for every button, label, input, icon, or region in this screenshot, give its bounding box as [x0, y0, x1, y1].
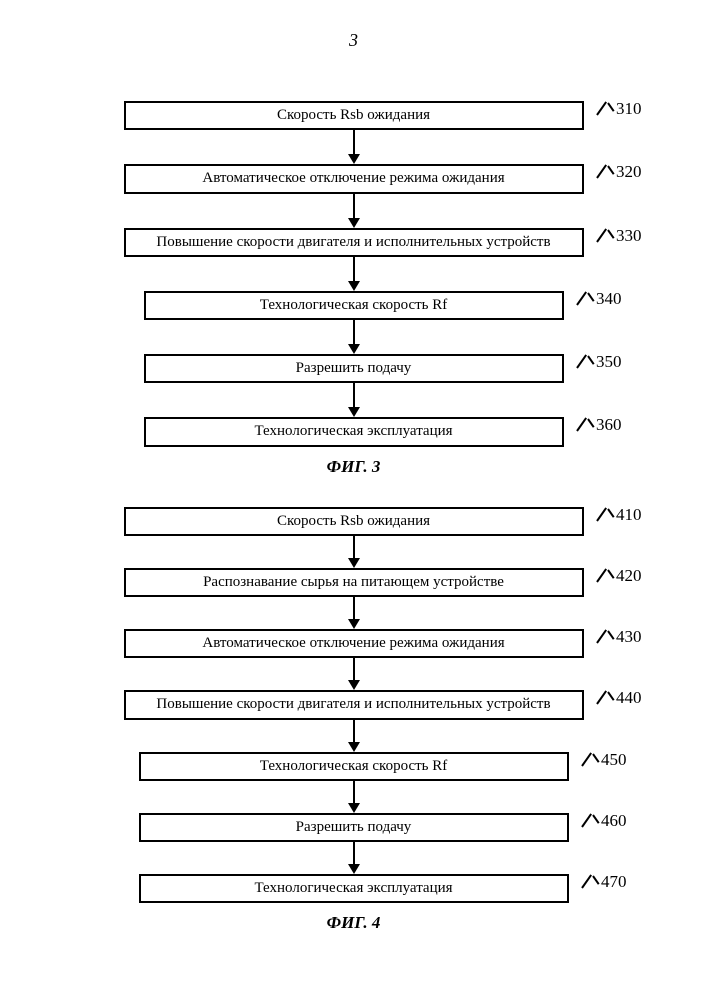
ref-label: 460 [583, 811, 627, 831]
arrow-down-icon [74, 597, 634, 629]
ref-number: 470 [601, 872, 627, 891]
ref-number: 350 [596, 352, 622, 371]
leader-line-icon [578, 357, 592, 369]
arrow-down-icon [74, 383, 634, 417]
leader-line-icon [598, 104, 612, 116]
arrow-down-icon [74, 130, 634, 164]
ref-label: 310 [598, 99, 642, 119]
flow-box: Разрешить подачу [144, 354, 564, 383]
leader-line-icon [598, 571, 612, 583]
leader-line-icon [598, 167, 612, 179]
leader-line-icon [578, 420, 592, 432]
leader-line-icon [578, 294, 592, 306]
ref-number: 320 [616, 162, 642, 181]
ref-label: 320 [598, 162, 642, 182]
leader-line-icon [598, 510, 612, 522]
flow-step: Распознавание сырья на питающем устройст… [74, 568, 634, 597]
flow-step: Скорость Rsb ожидания410 [74, 507, 634, 536]
flow-step: Автоматическое отключение режима ожидани… [74, 629, 634, 658]
arrow-down-icon [74, 720, 634, 752]
ref-label: 440 [598, 688, 642, 708]
ref-label: 430 [598, 627, 642, 647]
flow-box: Автоматическое отключение режима ожидани… [124, 629, 584, 658]
leader-line-icon [598, 632, 612, 644]
flow-box: Технологическая эксплуатация [139, 874, 569, 903]
flow-box: Повышение скорости двигателя и исполните… [124, 228, 584, 257]
flow-step: Скорость Rsb ожидания310 [74, 101, 634, 130]
flow-box: Повышение скорости двигателя и исполните… [124, 690, 584, 719]
ref-number: 340 [596, 289, 622, 308]
flowchart-fig3: Скорость Rsb ожидания310 Автоматическое о… [74, 101, 634, 447]
ref-number: 430 [616, 627, 642, 646]
flow-step: Технологическая эксплуатация 360 [74, 417, 634, 446]
caption-fig3: ФИГ. 3 [0, 457, 707, 477]
caption-fig4: ФИГ. 4 [0, 913, 707, 933]
ref-label: 340 [578, 289, 622, 309]
ref-label: 470 [583, 872, 627, 892]
ref-number: 440 [616, 688, 642, 707]
page: 3 Скорость Rsb ожидания310Автоматическое… [0, 0, 707, 1000]
leader-line-icon [583, 755, 597, 767]
flow-box: Технологическая скорость Rf [139, 752, 569, 781]
arrow-down-icon [74, 194, 634, 228]
ref-number: 460 [601, 811, 627, 830]
flow-step: Технологическая скорость Rf 450 [74, 752, 634, 781]
leader-line-icon [583, 816, 597, 828]
flow-step: Повышение скорости двигателя и исполните… [74, 690, 634, 719]
flow-step: Повышение скорости двигателя и исполните… [74, 228, 634, 257]
arrow-down-icon [74, 257, 634, 291]
ref-label: 360 [578, 415, 622, 435]
ref-number: 330 [616, 226, 642, 245]
ref-label: 330 [598, 226, 642, 246]
leader-line-icon [598, 231, 612, 243]
flow-box: Скорость Rsb ожидания [124, 101, 584, 130]
flow-step: Разрешить подачу 350 [74, 354, 634, 383]
flow-box: Технологическая скорость Rf [144, 291, 564, 320]
ref-number: 420 [616, 566, 642, 585]
ref-number: 360 [596, 415, 622, 434]
ref-number: 410 [616, 505, 642, 524]
flow-step: Разрешить подачу 460 [74, 813, 634, 842]
ref-label: 410 [598, 505, 642, 525]
leader-line-icon [598, 693, 612, 705]
arrow-down-icon [74, 536, 634, 568]
flow-step: Технологическая скорость Rf 340 [74, 291, 634, 320]
flow-step: Автоматическое отключение режима ожидани… [74, 164, 634, 193]
ref-label: 350 [578, 352, 622, 372]
arrow-down-icon [74, 658, 634, 690]
arrow-down-icon [74, 320, 634, 354]
flowchart-fig4: Скорость Rsb ожидания410 Распознавание сы… [74, 507, 634, 904]
flow-box: Технологическая эксплуатация [144, 417, 564, 446]
ref-number: 450 [601, 750, 627, 769]
ref-label: 450 [583, 750, 627, 770]
ref-number: 310 [616, 99, 642, 118]
arrow-down-icon [74, 842, 634, 874]
arrow-down-icon [74, 781, 634, 813]
flow-step: Технологическая эксплуатация 470 [74, 874, 634, 903]
page-number: 3 [0, 30, 707, 51]
flow-box: Распознавание сырья на питающем устройст… [124, 568, 584, 597]
flow-box: Разрешить подачу [139, 813, 569, 842]
flow-box: Автоматическое отключение режима ожидани… [124, 164, 584, 193]
leader-line-icon [583, 877, 597, 889]
flow-box: Скорость Rsb ожидания [124, 507, 584, 536]
ref-label: 420 [598, 566, 642, 586]
